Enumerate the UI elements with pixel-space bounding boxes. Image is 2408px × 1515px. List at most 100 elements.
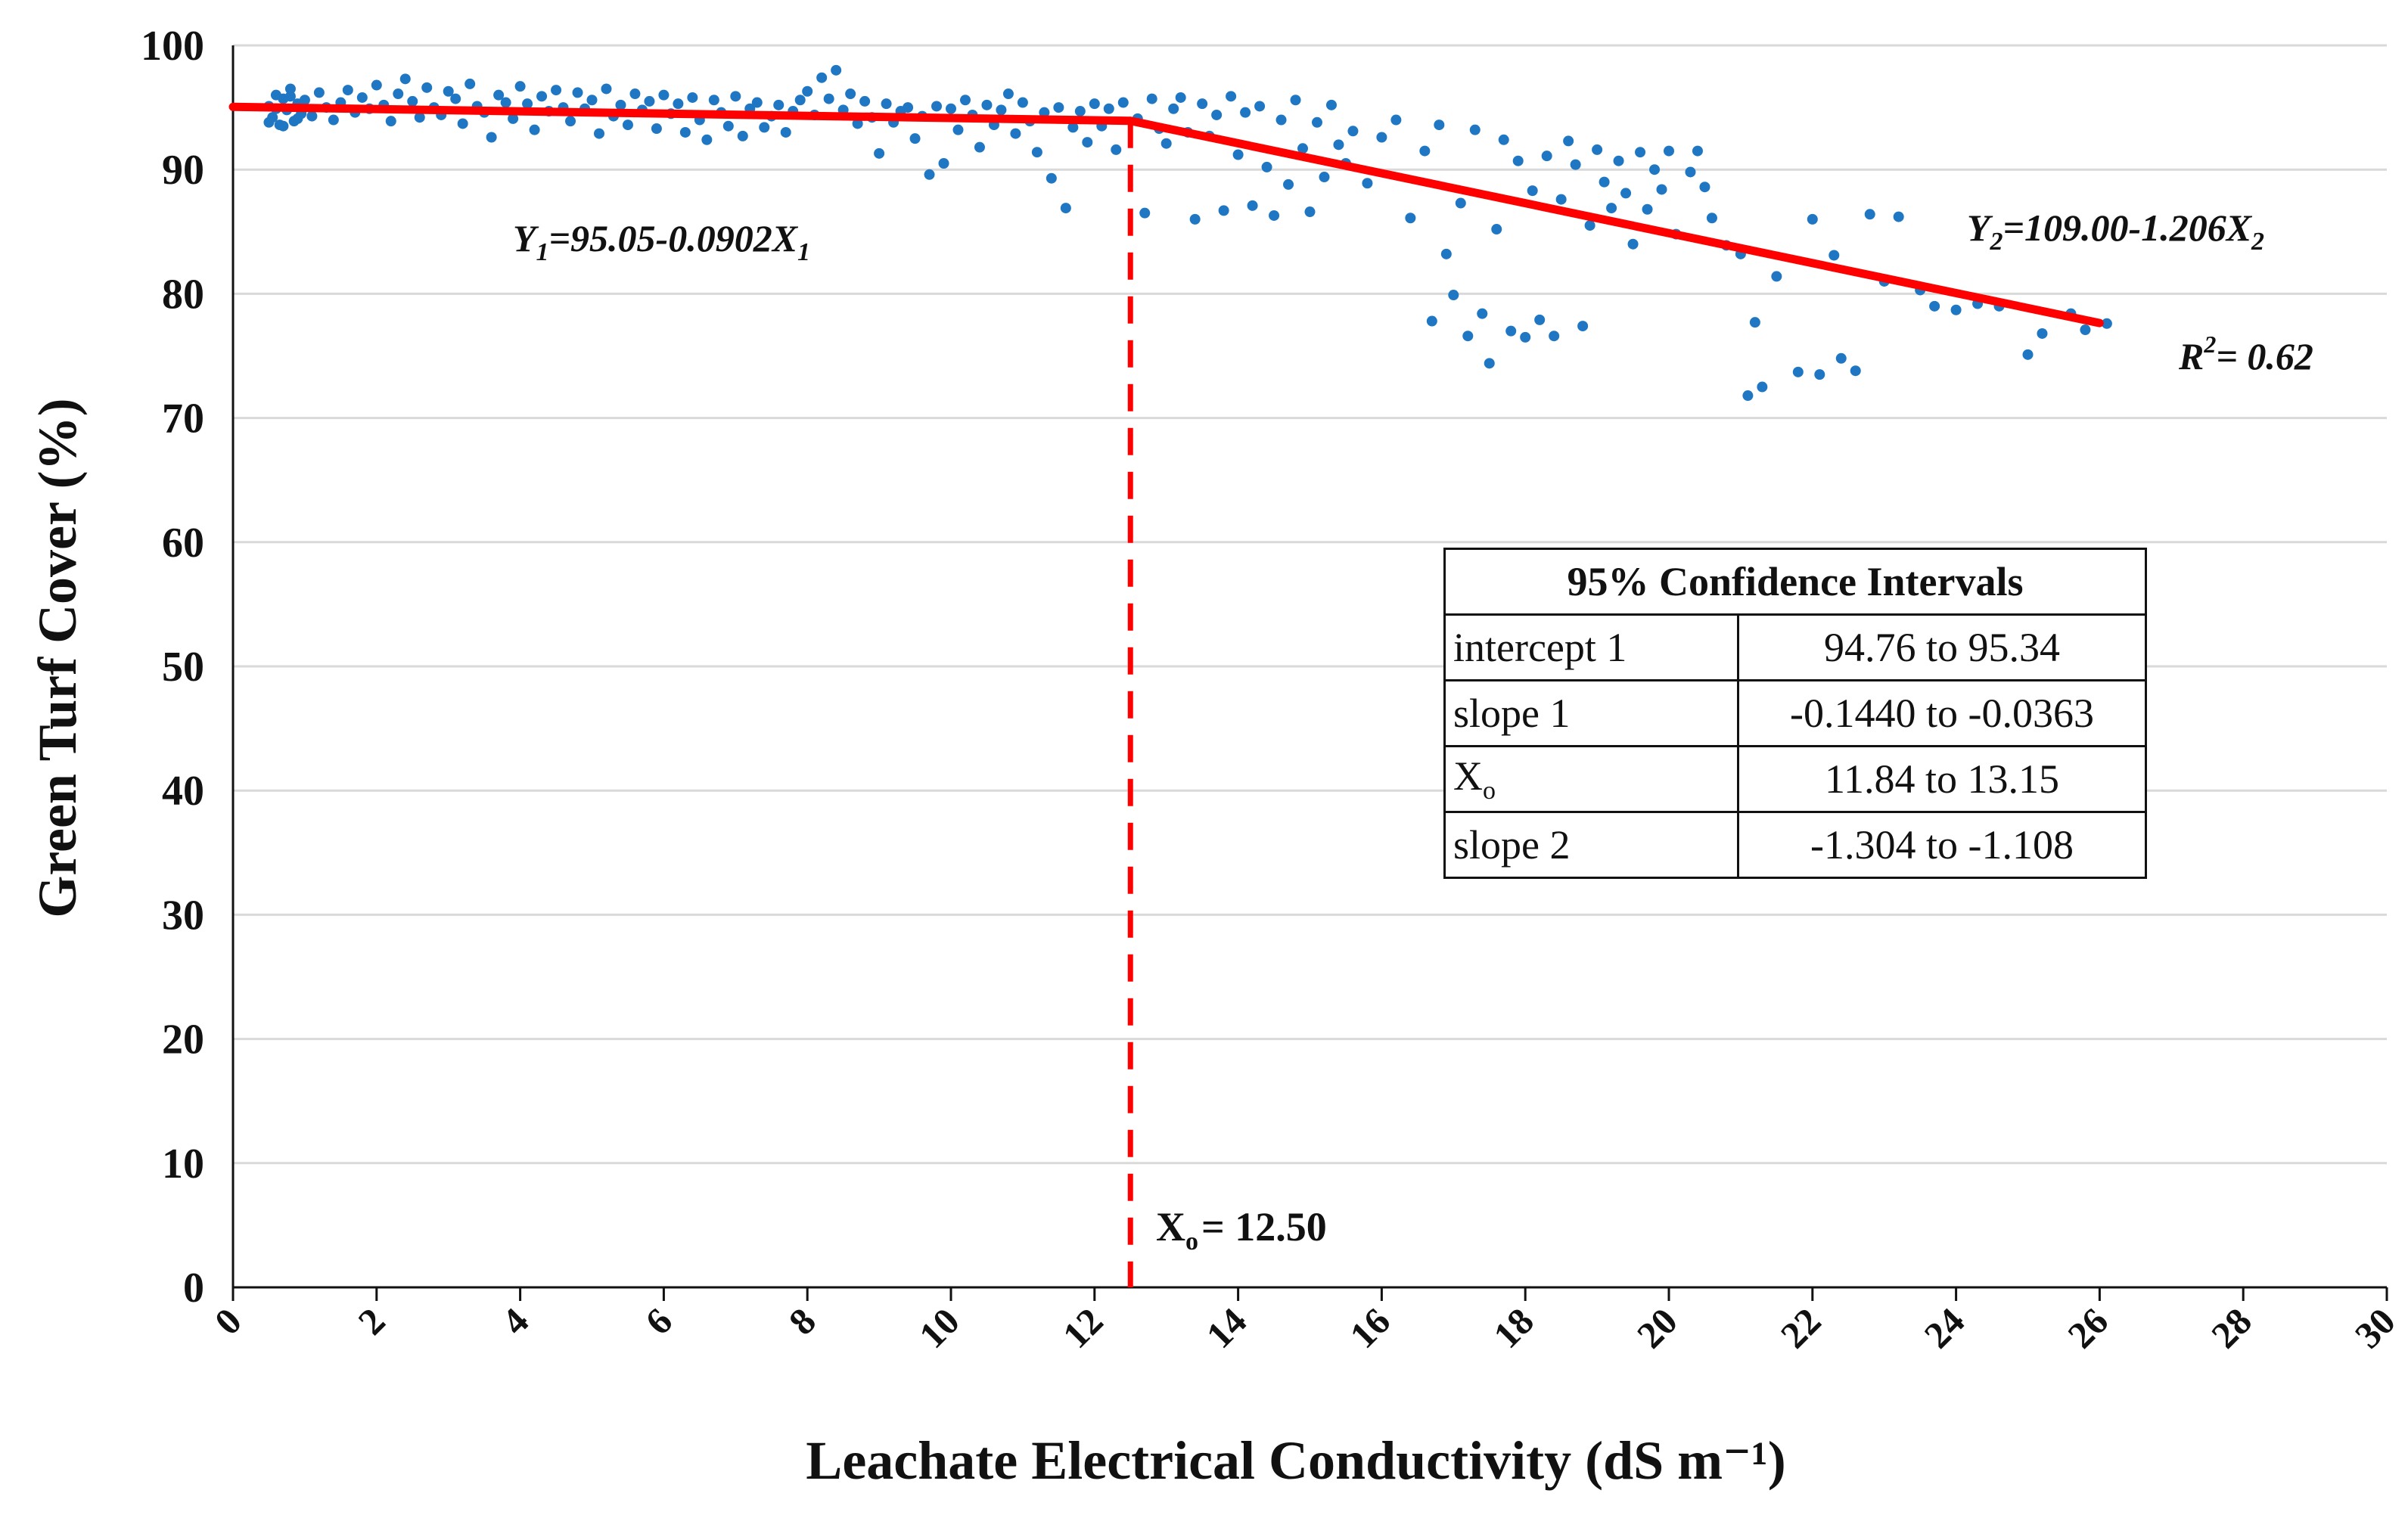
x-axis-title: Leachate Electrical Conductivity (dS m⁻¹…	[806, 1430, 1785, 1491]
data-point	[1656, 184, 1667, 195]
table-row: Xo 11.84 to 13.15	[1443, 745, 2147, 813]
data-point	[1053, 102, 1064, 113]
data-point	[1247, 200, 1258, 211]
data-point	[536, 91, 548, 102]
x-tick-label: 6	[637, 1299, 680, 1343]
data-point	[1290, 95, 1301, 106]
data-point	[1419, 145, 1431, 157]
equation-1: Y1=95.05-0.0902X1	[513, 217, 810, 266]
row-label-main: X	[1453, 753, 1483, 799]
y-tick-label: 30	[162, 892, 204, 939]
y-tick-label: 70	[162, 396, 204, 442]
data-point	[1297, 143, 1309, 154]
data-point	[572, 87, 583, 98]
data-point	[2101, 318, 2112, 329]
data-point	[1929, 300, 1940, 312]
table-title: 95% Confidence Intervals	[1443, 548, 2147, 616]
data-point	[1240, 107, 1251, 118]
data-point	[1311, 116, 1322, 128]
data-point	[1434, 120, 1445, 131]
data-point	[1067, 122, 1079, 133]
y-tick-label: 60	[162, 520, 204, 567]
data-point	[658, 89, 670, 101]
x-tick-label: 12	[1055, 1299, 1111, 1356]
data-point	[1376, 132, 1387, 143]
x-tick-label: 0	[207, 1299, 250, 1343]
data-point	[1512, 155, 1524, 166]
data-point	[780, 126, 791, 138]
row-label: slope 1	[1443, 679, 1739, 747]
data-point	[1161, 138, 1172, 149]
data-point	[1835, 352, 1847, 364]
data-point	[1792, 366, 1804, 377]
data-point	[1699, 182, 1710, 193]
data-point	[1534, 314, 1546, 325]
data-point	[687, 92, 698, 103]
data-point	[1455, 197, 1466, 209]
fit-segment-2	[1126, 116, 2104, 328]
data-point	[831, 64, 842, 76]
row-value: -0.1440 to -0.0363	[1737, 679, 2147, 747]
data-point	[1010, 128, 1021, 139]
data-point	[313, 87, 325, 98]
data-point	[1074, 106, 1086, 117]
x-tick-label: 30	[2347, 1299, 2403, 1356]
r-squared-label: R2= 0.62	[2178, 331, 2313, 377]
data-point	[551, 85, 562, 96]
data-point	[629, 88, 641, 100]
data-point	[708, 95, 719, 106]
data-point	[823, 93, 834, 104]
data-point	[615, 99, 626, 110]
data-point	[263, 116, 275, 128]
data-point	[1555, 194, 1567, 205]
data-point	[306, 110, 318, 122]
data-point	[508, 113, 519, 124]
data-point	[1814, 369, 1825, 380]
x-tick-label: 20	[1629, 1299, 1686, 1356]
data-point	[601, 83, 612, 95]
data-point	[1017, 97, 1028, 108]
y-tick-label: 20	[162, 1017, 204, 1063]
data-point	[1829, 250, 1840, 261]
data-point	[299, 95, 310, 106]
data-point	[1117, 97, 1129, 108]
table-header-row: 95% Confidence Intervals	[1443, 548, 2147, 616]
data-point	[794, 95, 806, 106]
data-point	[1189, 213, 1201, 225]
data-point	[2080, 324, 2091, 336]
data-point	[486, 132, 497, 143]
y-tick-label: 90	[162, 147, 204, 194]
data-point	[514, 81, 526, 92]
data-point	[1002, 88, 1014, 100]
data-point	[1563, 135, 1574, 147]
table-row: intercept 1 94.76 to 95.34	[1443, 613, 2147, 681]
data-point	[881, 98, 892, 110]
data-point	[1362, 178, 1373, 189]
data-point	[1060, 203, 1071, 214]
data-point	[1039, 107, 1050, 118]
data-point	[1232, 149, 1244, 160]
data-point	[1319, 172, 1330, 183]
data-point	[1807, 213, 1818, 225]
data-point	[457, 118, 468, 129]
row-value: -1.304 to -1.108	[1737, 811, 2147, 879]
y-axis-title: Green Turf Cover (%)	[27, 398, 88, 917]
data-point	[1390, 114, 1402, 126]
x-tick-label: 22	[1773, 1299, 1829, 1356]
data-point	[946, 103, 956, 114]
data-point	[952, 124, 964, 135]
gridlines	[233, 44, 2387, 1165]
y-tick-label: 50	[162, 644, 204, 691]
table-row: slope 1 -0.1440 to -0.0363	[1443, 679, 2147, 747]
data-point	[816, 72, 828, 83]
x-tick-label: 2	[350, 1299, 393, 1343]
data-point	[586, 95, 598, 106]
y-tick-label: 80	[162, 271, 204, 318]
data-point	[1592, 144, 1603, 155]
data-point	[465, 78, 476, 89]
data-point	[1089, 98, 1100, 110]
data-point	[393, 88, 404, 100]
data-point	[1283, 179, 1294, 190]
data-point	[2037, 328, 2048, 339]
data-point	[1448, 290, 1459, 301]
